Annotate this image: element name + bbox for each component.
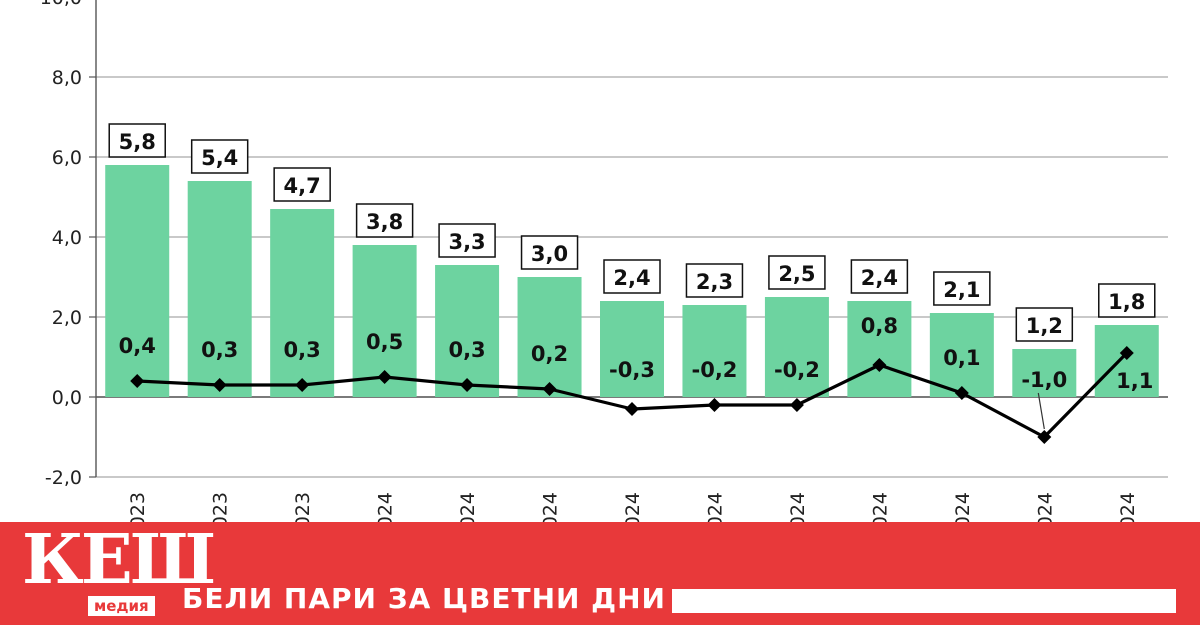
y-tick-label: -2,0 <box>45 467 82 489</box>
bar <box>929 313 994 397</box>
bar <box>847 301 912 397</box>
y-tick-label: 2,0 <box>52 307 82 329</box>
line-marker <box>542 382 557 396</box>
bar-value-label: 2,3 <box>696 270 733 294</box>
bar-label-box <box>520 235 579 270</box>
line-value-label: -0,3 <box>609 358 655 382</box>
line-marker <box>460 378 475 392</box>
bar <box>105 165 170 397</box>
bar <box>682 305 747 397</box>
line-value-label: -0,2 <box>692 358 738 382</box>
y-tick-label: 0,0 <box>52 387 82 409</box>
bar-value-label: 3,8 <box>366 210 403 234</box>
bar-value-label: 3,0 <box>531 242 568 266</box>
tagline: БЕЛИ ПАРИ ЗА ЦВЕТНИ ДНИ <box>182 582 666 615</box>
bar-value-label: 5,8 <box>119 130 156 154</box>
line-marker <box>377 370 392 384</box>
bar-label-box <box>190 139 249 174</box>
bar-value-label: 5,4 <box>201 146 238 170</box>
bar <box>435 265 500 397</box>
line-marker <box>1037 430 1052 444</box>
bar-label-box <box>355 203 414 238</box>
logo-subtitle: медия <box>88 596 155 616</box>
y-tick-label: 6,0 <box>52 147 82 169</box>
bar <box>1012 349 1077 397</box>
bar-label-box <box>685 263 744 298</box>
bar-label-box <box>1098 283 1156 318</box>
line-marker <box>872 358 887 372</box>
line-value-label: 0,5 <box>366 330 403 354</box>
bar-value-label: 1,8 <box>1108 290 1145 314</box>
label-leader <box>1037 392 1045 430</box>
line-value-label: 0,1 <box>943 346 980 370</box>
y-tick-label: 4,0 <box>52 227 82 249</box>
bar-value-label: 2,4 <box>613 266 650 290</box>
line-value-label: 0,3 <box>448 338 485 362</box>
line-value-label: -1,0 <box>1021 368 1067 392</box>
bar-value-label: 2,5 <box>778 262 815 286</box>
line-value-label: 0,3 <box>284 338 321 362</box>
bar-label-box <box>108 123 166 158</box>
bar <box>187 181 252 397</box>
line-marker <box>130 374 145 388</box>
line-marker <box>625 402 639 416</box>
bar <box>1094 325 1159 397</box>
bar-value-label: 1,2 <box>1026 314 1063 338</box>
bar-label-box <box>603 259 661 294</box>
y-tick-label: 8,0 <box>52 67 82 89</box>
y-tick-label: 10,0 <box>40 0 82 9</box>
brand-banner: КЕШ медия БЕЛИ ПАРИ ЗА ЦВЕТНИ ДНИ <box>0 522 1200 625</box>
bar-label-box <box>438 223 496 258</box>
bar-value-label: 2,1 <box>943 278 980 302</box>
line-marker <box>1119 346 1134 360</box>
bar-value-label: 3,3 <box>448 230 485 254</box>
line-marker <box>212 378 227 392</box>
line-marker <box>954 386 969 400</box>
bar-label-box <box>850 259 909 294</box>
line-marker <box>295 378 310 392</box>
line-value-label: 0,8 <box>861 314 898 338</box>
line-value-label: 0,2 <box>531 342 568 366</box>
logo[interactable]: КЕШ медия <box>18 526 216 622</box>
tagline-bar <box>672 589 1176 613</box>
bar-label-box <box>273 167 331 202</box>
bar-label-box <box>768 255 826 290</box>
bar <box>270 209 335 397</box>
bar <box>517 277 582 397</box>
line-value-label: -0,2 <box>774 358 820 382</box>
line-marker <box>789 398 804 412</box>
bar-value-label: 4,7 <box>284 174 321 198</box>
line-value-label: 0,4 <box>119 334 156 358</box>
line-value-label: 0,3 <box>201 338 238 362</box>
line-marker <box>707 398 722 412</box>
bar-value-label: 2,4 <box>861 266 898 290</box>
bar <box>600 301 664 397</box>
bar <box>764 297 829 397</box>
bar-label-box <box>933 271 991 306</box>
line-value-label: 1,1 <box>1116 369 1153 393</box>
logo-wordmark: КЕШ <box>22 520 216 600</box>
bar-label-box <box>1015 307 1074 342</box>
